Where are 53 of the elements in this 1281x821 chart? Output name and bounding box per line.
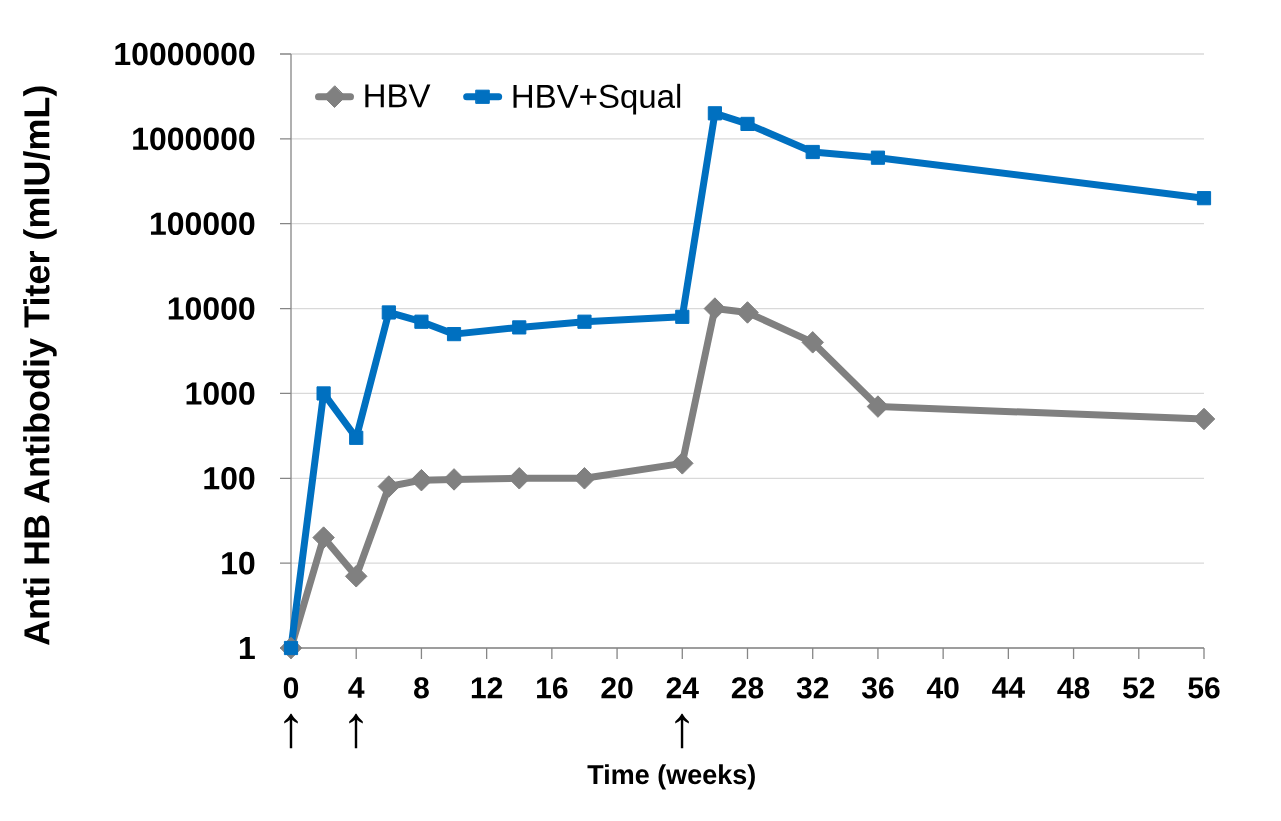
y-tick-label: 100 xyxy=(204,466,255,490)
text: ↑ xyxy=(284,713,298,749)
point xyxy=(446,327,462,342)
x-tick-label: 16 xyxy=(537,677,568,699)
y-tick-label: 1000000 xyxy=(133,127,255,151)
x-tick-label: 56 xyxy=(1188,677,1220,699)
point xyxy=(805,144,820,160)
legend-label: HBV+Squal xyxy=(513,83,681,115)
point xyxy=(870,150,886,165)
x-tick-label: 52 xyxy=(1123,677,1155,699)
y-tick-label: 100000 xyxy=(150,212,255,236)
y-tick-label: 10 xyxy=(222,551,255,575)
x-tick-label: 36 xyxy=(861,677,894,699)
point xyxy=(736,301,759,324)
x-axis-title: Time (weeks) xyxy=(587,764,755,790)
y-axis-title: Anti HB Antibodiy Titer (mIU/mL) xyxy=(23,86,57,646)
x-tick-label: 24 xyxy=(666,677,699,699)
y-tick-label: 1 xyxy=(239,636,255,660)
point xyxy=(316,386,331,401)
point xyxy=(573,467,596,490)
point xyxy=(707,106,722,121)
point xyxy=(703,297,727,320)
x-tick-label: 28 xyxy=(731,677,764,699)
point xyxy=(312,526,335,549)
point xyxy=(414,314,429,329)
point xyxy=(801,331,824,354)
point xyxy=(512,320,527,335)
point xyxy=(577,314,592,329)
point xyxy=(671,452,694,475)
y-tick-label: 10000000 xyxy=(115,42,255,66)
x-tick-label: 44 xyxy=(992,677,1025,698)
y-tick-label: 1000 xyxy=(186,382,255,405)
point xyxy=(377,475,401,498)
x-tick-label: 40 xyxy=(926,677,959,699)
point xyxy=(740,116,755,132)
point xyxy=(508,467,531,490)
text: ↑ xyxy=(349,713,363,749)
x-tick-label: 48 xyxy=(1057,677,1090,699)
point xyxy=(349,430,364,445)
text: ↑ xyxy=(675,713,689,749)
y-tick-label: 10000 xyxy=(168,297,255,320)
x-tick-label: 32 xyxy=(796,677,829,699)
point xyxy=(675,309,690,324)
x-tick-label: 4 xyxy=(348,677,365,698)
x-tick-label: 0 xyxy=(283,677,299,699)
x-tick-label: 12 xyxy=(471,677,503,699)
point xyxy=(410,468,433,492)
legend-label: HBV xyxy=(365,84,431,108)
x-tick-label: 20 xyxy=(601,677,633,699)
point xyxy=(381,305,396,320)
point xyxy=(344,565,368,588)
point xyxy=(1196,191,1212,206)
x-tick-label: 8 xyxy=(414,677,429,699)
